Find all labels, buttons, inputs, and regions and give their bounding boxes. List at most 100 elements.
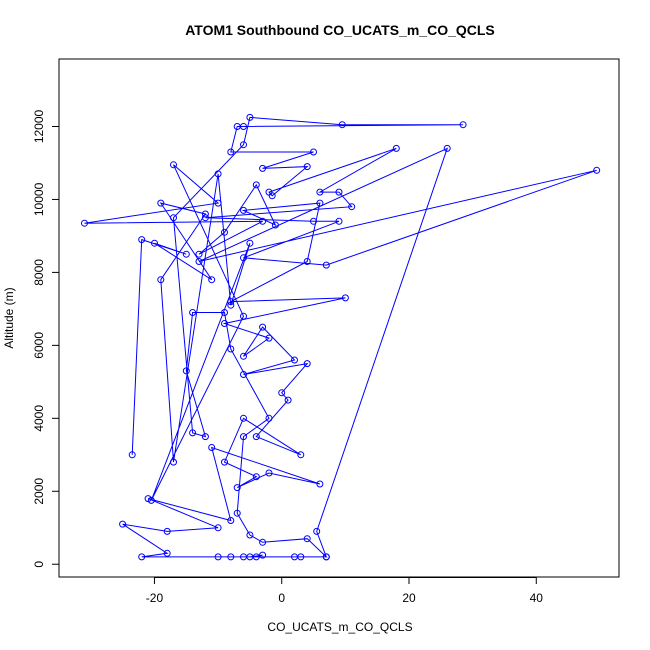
data-point: [233, 484, 241, 492]
data-point: [316, 188, 324, 196]
y-tick-label: 6000: [32, 332, 46, 359]
data-point: [240, 433, 247, 441]
y-tick-label: 4000: [32, 405, 46, 432]
data-point: [313, 527, 321, 535]
data-point: [221, 458, 228, 466]
data-point: [195, 250, 203, 258]
data-point: [195, 258, 203, 265]
data-point: [265, 469, 273, 477]
data-point: [182, 367, 190, 375]
data-point: [157, 276, 165, 284]
data-point: [459, 121, 467, 129]
data-point: [246, 239, 254, 247]
data-point: [303, 360, 311, 368]
data-point: [297, 451, 305, 459]
data-point: [303, 163, 311, 171]
data-point: [201, 210, 209, 218]
y-axis-label: Altitude (m): [2, 287, 16, 348]
series-line: [84, 116, 597, 558]
data-point: [119, 520, 127, 528]
data-point: [138, 236, 146, 244]
data-point: [201, 433, 209, 441]
x-axis-label: CO_UCATS_m_CO_QCLS: [267, 620, 412, 634]
data-point: [233, 509, 241, 517]
data-point: [278, 389, 286, 397]
data-point: [208, 444, 216, 451]
data-point: [221, 320, 228, 327]
data-point: [157, 199, 165, 207]
data-point: [201, 214, 209, 222]
data-point: [316, 199, 324, 207]
data-point: [259, 538, 267, 546]
data-point: [338, 121, 346, 129]
data-point: [227, 148, 235, 156]
data-point: [335, 188, 343, 196]
data-point: [221, 228, 228, 236]
y-axis: 0 2000 4000 6000 8000 10000 12000: [32, 109, 59, 568]
data-point: [151, 239, 158, 247]
data-point: [170, 458, 177, 466]
data-point: [163, 549, 171, 557]
data-point: [240, 206, 247, 214]
data-point: [392, 144, 400, 152]
data-point: [240, 371, 247, 378]
data-point: [341, 294, 349, 302]
data-point: [189, 309, 197, 316]
data-point: [259, 217, 267, 225]
data-point: [593, 166, 601, 174]
data-point: [170, 214, 177, 222]
data-point: [322, 261, 330, 269]
data-point: [227, 345, 235, 353]
data-point: [252, 433, 260, 441]
data-point: [316, 480, 324, 488]
plot-frame: [58, 58, 620, 578]
data-point: [189, 429, 197, 437]
data-point: [265, 414, 273, 422]
y-tick-label: 0: [32, 561, 46, 568]
data-point: [144, 495, 152, 503]
data-point: [303, 258, 311, 265]
data-point: [214, 553, 222, 561]
data-point: [265, 188, 273, 196]
data-point: [246, 531, 254, 539]
data-point: [284, 396, 292, 404]
y-tick-label: 12000: [32, 109, 46, 143]
data-point: [208, 276, 216, 284]
data-point: [252, 553, 260, 561]
data-point: [227, 301, 235, 309]
data-point: [138, 553, 146, 561]
data-point: [291, 356, 298, 364]
data-point: [240, 414, 247, 422]
data-point: [214, 170, 222, 178]
x-tick-label: 0: [278, 591, 285, 605]
data-point: [259, 551, 267, 559]
data-point: [214, 199, 222, 207]
data-point: [252, 181, 260, 189]
data-point: [265, 334, 273, 342]
data-point: [443, 144, 451, 152]
data-point: [271, 221, 279, 229]
data-point: [182, 250, 190, 258]
data-point: [259, 164, 267, 172]
data-point: [322, 553, 330, 561]
x-tick-label: -20: [146, 591, 164, 605]
data-point: [240, 312, 247, 320]
data-point: [297, 553, 305, 561]
data-point: [240, 553, 247, 561]
data-point: [252, 473, 260, 481]
data-point: [170, 161, 177, 169]
data-point: [310, 148, 317, 156]
data-point: [240, 141, 247, 149]
data-point: [240, 352, 247, 360]
y-tick-label: 10000: [32, 182, 46, 216]
data-point: [227, 553, 235, 561]
data-point: [348, 203, 356, 211]
x-tick-label: 20: [402, 591, 416, 605]
data-point: [240, 254, 247, 262]
data-point: [227, 517, 235, 524]
data-point: [310, 217, 317, 225]
data-point: [259, 323, 267, 331]
series-layer: [81, 113, 601, 561]
x-axis: -20 0 20 40: [146, 577, 543, 605]
